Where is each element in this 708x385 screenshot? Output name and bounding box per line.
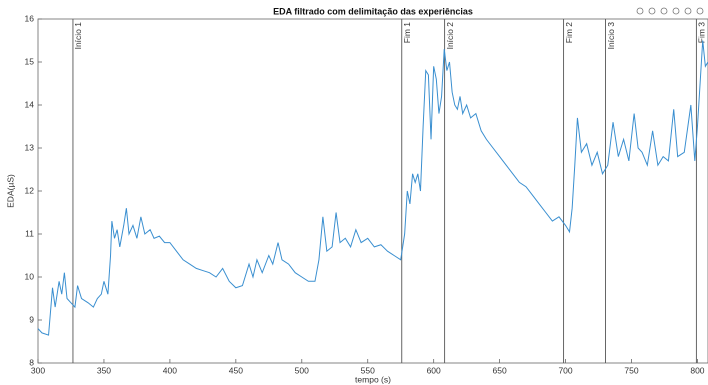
y-tick-label: 14	[25, 99, 35, 109]
event-label: Início 3	[606, 22, 616, 50]
x-tick-label: 650	[493, 365, 507, 375]
x-tick-label: 550	[361, 365, 375, 375]
data-line	[37, 40, 708, 336]
x-tick-label: 700	[558, 365, 572, 375]
x-tick-label: 500	[295, 365, 309, 375]
plot-area	[37, 18, 708, 364]
y-tick-label: 8	[29, 357, 34, 367]
y-tick-label: 15	[25, 56, 35, 66]
x-tick-label: 350	[97, 365, 111, 375]
y-tick-label: 10	[25, 271, 35, 281]
x-tick-label: 600	[427, 365, 441, 375]
x-tick-label: 300	[31, 365, 45, 375]
event-label: Fim 3	[697, 22, 707, 44]
x-axis-label: tempo (s)	[355, 374, 391, 384]
event-label: Início 2	[445, 22, 455, 50]
y-tick-label: 13	[25, 142, 35, 152]
event-label: Fim 2	[564, 22, 574, 44]
chart-title: EDA filtrado com delimitação das experiê…	[273, 6, 473, 16]
y-axis-label: EDA(µS)	[5, 174, 15, 208]
y-tick-label: 12	[25, 185, 35, 195]
y-tick-label: 11	[25, 228, 34, 238]
y-tick-label: 9	[29, 314, 34, 324]
event-label: Início 1	[73, 22, 83, 50]
y-tick-label: 16	[25, 13, 35, 23]
event-label: Fim 1	[402, 22, 412, 44]
x-tick-label: 800	[690, 365, 704, 375]
x-tick-label: 400	[163, 365, 177, 375]
x-tick-label: 750	[624, 365, 638, 375]
toolbar[interactable]	[636, 7, 704, 15]
x-tick-label: 450	[229, 365, 243, 375]
